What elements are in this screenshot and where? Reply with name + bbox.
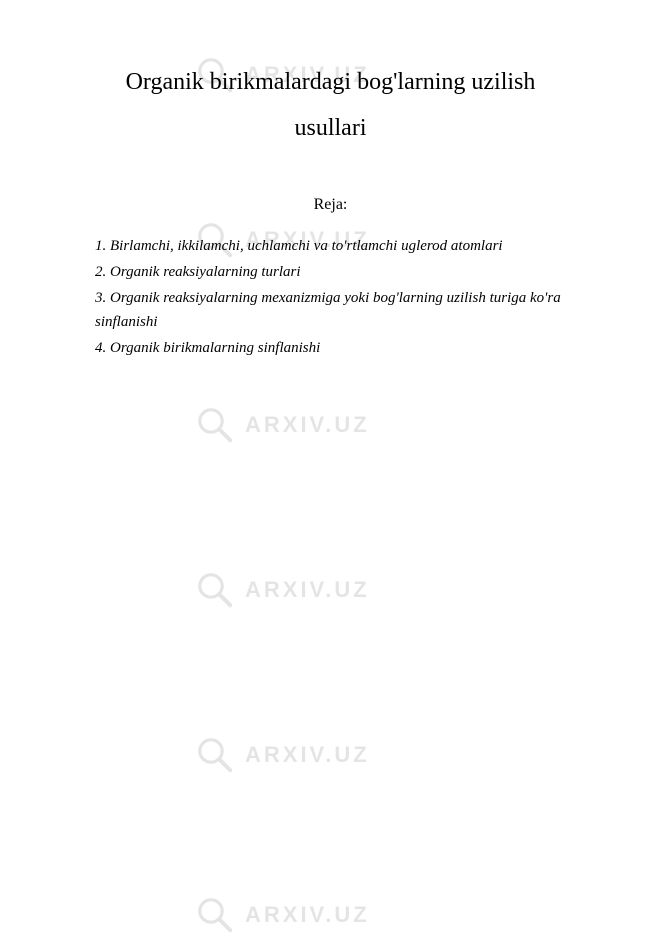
magnifier-icon xyxy=(195,570,235,610)
list-item: 2. Organik reaksiyalarning turlari xyxy=(95,260,566,284)
watermark-text: ARXIV.UZ xyxy=(245,742,370,768)
document-title: Organik birikmalardagi bog'larning uzili… xyxy=(95,60,566,151)
watermark: ARXIV.UZ xyxy=(195,570,370,610)
outline-list: 1. Birlamchi, ikkilamchi, uchlamchi va t… xyxy=(95,234,566,360)
list-item: 3. Organik reaksiyalarning mexanizmiga y… xyxy=(95,286,566,334)
magnifier-icon xyxy=(195,405,235,445)
magnifier-icon xyxy=(195,895,235,935)
magnifier-icon xyxy=(195,735,235,775)
list-item: 1. Birlamchi, ikkilamchi, uchlamchi va t… xyxy=(95,234,566,258)
watermark-text: ARXIV.UZ xyxy=(245,412,370,438)
document-content: Organik birikmalardagi bog'larning uzili… xyxy=(0,0,661,360)
watermark: ARXIV.UZ xyxy=(195,735,370,775)
watermark-text: ARXIV.UZ xyxy=(245,902,370,928)
watermark: ARXIV.UZ xyxy=(195,895,370,935)
watermark: ARXIV.UZ xyxy=(195,405,370,445)
list-item: 4. Organik birikmalarning sinflanishi xyxy=(95,336,566,360)
document-subtitle: Reja: xyxy=(95,196,566,214)
watermark-text: ARXIV.UZ xyxy=(245,577,370,603)
